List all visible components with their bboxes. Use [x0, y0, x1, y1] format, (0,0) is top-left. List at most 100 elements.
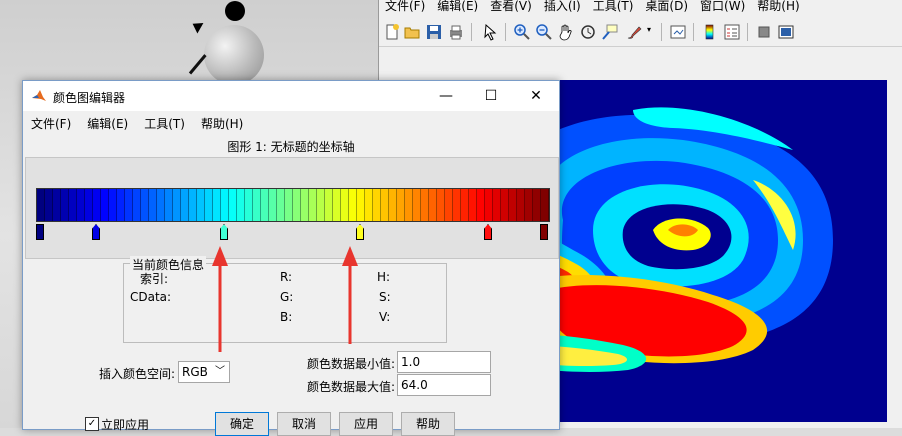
- colormap-cell[interactable]: [333, 189, 341, 221]
- apply-now-checkbox[interactable]: ✓: [85, 417, 99, 431]
- colormap-cell[interactable]: [541, 189, 549, 221]
- colormap-cell[interactable]: [517, 189, 525, 221]
- colormap-cell[interactable]: [533, 189, 541, 221]
- editor-menu-edit[interactable]: 编辑(E): [87, 117, 129, 131]
- editor-menu-file[interactable]: 文件(F): [31, 117, 72, 131]
- cancel-button[interactable]: 取消: [277, 412, 331, 436]
- colormap-cell[interactable]: [501, 189, 509, 221]
- ok-button[interactable]: 确定: [215, 412, 269, 436]
- colormap-cell[interactable]: [429, 189, 437, 221]
- show-plot-tools-icon[interactable]: [777, 23, 795, 41]
- save-icon[interactable]: [425, 23, 443, 41]
- colormap-cell[interactable]: [309, 189, 317, 221]
- figure-menu-help[interactable]: 帮助(H): [757, 0, 800, 13]
- colormap-cell[interactable]: [181, 189, 189, 221]
- colormap-cell[interactable]: [525, 189, 533, 221]
- colormap-cell[interactable]: [453, 189, 461, 221]
- colormap-colorbar[interactable]: [36, 188, 550, 222]
- colormap-cell[interactable]: [197, 189, 205, 221]
- colormap-cell[interactable]: [365, 189, 373, 221]
- colormap-cell[interactable]: [477, 189, 485, 221]
- colormap-cell[interactable]: [317, 189, 325, 221]
- colormap-cell[interactable]: [397, 189, 405, 221]
- link-icon[interactable]: [669, 23, 687, 41]
- colormap-cell[interactable]: [413, 189, 421, 221]
- data-cursor-icon[interactable]: [601, 23, 619, 41]
- colormap-marker[interactable]: [92, 224, 100, 240]
- rotate-icon[interactable]: [579, 23, 597, 41]
- colormap-cell[interactable]: [221, 189, 229, 221]
- colormap-cell[interactable]: [341, 189, 349, 221]
- colormap-cell[interactable]: [277, 189, 285, 221]
- colormap-cell[interactable]: [85, 189, 93, 221]
- hide-plot-tools-icon[interactable]: [755, 23, 773, 41]
- colormap-cell[interactable]: [125, 189, 133, 221]
- colormap-marker[interactable]: [484, 224, 492, 240]
- editor-menu-help[interactable]: 帮助(H): [200, 117, 244, 131]
- colormap-cell[interactable]: [493, 189, 501, 221]
- colormap-cell[interactable]: [325, 189, 333, 221]
- colormap-cell[interactable]: [117, 189, 125, 221]
- colormap-cell[interactable]: [37, 189, 45, 221]
- pointer-icon[interactable]: [481, 23, 499, 41]
- colormap-cell[interactable]: [53, 189, 61, 221]
- colormap-cell[interactable]: [405, 189, 413, 221]
- color-space-dropdown[interactable]: RGB ﹀: [178, 361, 230, 383]
- colormap-cell[interactable]: [229, 189, 237, 221]
- colormap-cell[interactable]: [293, 189, 301, 221]
- legend-icon[interactable]: [723, 23, 741, 41]
- colormap-cell[interactable]: [165, 189, 173, 221]
- apply-button[interactable]: 应用: [339, 412, 393, 436]
- colormap-cell[interactable]: [373, 189, 381, 221]
- colormap-cell[interactable]: [213, 189, 221, 221]
- colormap-cell[interactable]: [253, 189, 261, 221]
- open-icon[interactable]: [403, 23, 421, 41]
- figure-menu-tools[interactable]: 工具(T): [592, 0, 634, 13]
- colormap-cell[interactable]: [261, 189, 269, 221]
- print-icon[interactable]: [447, 23, 465, 41]
- figure-menu-view[interactable]: 查看(V): [490, 0, 532, 13]
- colormap-cell[interactable]: [469, 189, 477, 221]
- close-icon[interactable]: ✕: [530, 88, 542, 104]
- colormap-cell[interactable]: [157, 189, 165, 221]
- colormap-cell[interactable]: [173, 189, 181, 221]
- new-figure-icon[interactable]: [383, 23, 401, 41]
- colorbar-icon[interactable]: [701, 23, 719, 41]
- colormap-cell[interactable]: [93, 189, 101, 221]
- colormap-cell[interactable]: [237, 189, 245, 221]
- colormap-marker[interactable]: [356, 224, 364, 240]
- help-button[interactable]: 帮助: [401, 412, 455, 436]
- colormap-cell[interactable]: [133, 189, 141, 221]
- editor-menu-tools[interactable]: 工具(T): [144, 117, 185, 131]
- colormap-cell[interactable]: [349, 189, 357, 221]
- pan-icon[interactable]: [557, 23, 575, 41]
- colormap-cell[interactable]: [45, 189, 53, 221]
- zoom-in-icon[interactable]: [513, 23, 531, 41]
- colormap-cell[interactable]: [389, 189, 397, 221]
- colormap-cell[interactable]: [381, 189, 389, 221]
- colormap-cell[interactable]: [509, 189, 517, 221]
- colormap-cell[interactable]: [101, 189, 109, 221]
- brush-dropdown-icon[interactable]: ▾: [647, 25, 652, 34]
- figure-menu-desktop[interactable]: 桌面(D): [645, 0, 689, 13]
- colormap-cell[interactable]: [301, 189, 309, 221]
- colormap-cell[interactable]: [445, 189, 453, 221]
- zoom-out-icon[interactable]: [535, 23, 553, 41]
- colormap-cell[interactable]: [61, 189, 69, 221]
- colormap-cell[interactable]: [109, 189, 117, 221]
- colormap-cell[interactable]: [269, 189, 277, 221]
- colormap-marker[interactable]: [220, 224, 228, 240]
- minimize-icon[interactable]: —: [439, 88, 453, 104]
- colormap-cell[interactable]: [205, 189, 213, 221]
- figure-menu-edit[interactable]: 编辑(E): [437, 0, 479, 13]
- colormap-cell[interactable]: [285, 189, 293, 221]
- colormap-cell[interactable]: [189, 189, 197, 221]
- cdata-min-field[interactable]: 1.0: [397, 351, 491, 373]
- maximize-icon[interactable]: ☐: [484, 88, 498, 104]
- colormap-marker[interactable]: [36, 224, 44, 240]
- colormap-cell[interactable]: [149, 189, 157, 221]
- brush-icon[interactable]: [625, 23, 643, 41]
- figure-menu-window[interactable]: 窗口(W): [700, 0, 746, 13]
- colormap-cell[interactable]: [485, 189, 493, 221]
- colormap-cell[interactable]: [245, 189, 253, 221]
